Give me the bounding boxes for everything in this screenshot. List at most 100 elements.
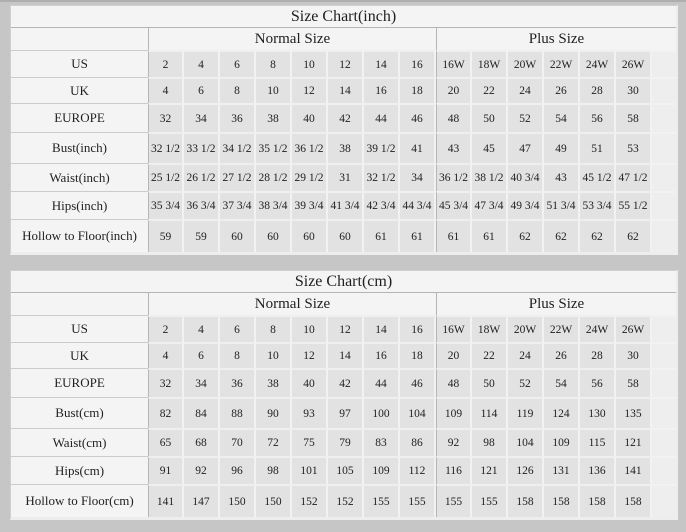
- size-cell: 45: [472, 132, 508, 163]
- size-cell: 112: [400, 456, 436, 484]
- size-cell: 84: [184, 397, 220, 428]
- size-cell: 59: [148, 219, 184, 252]
- size-cell: 44 3/4: [400, 191, 436, 219]
- size-cell: 28: [580, 342, 616, 368]
- size-cell: 18: [400, 342, 436, 368]
- table-row: US 2 4 6 8 10 12 14 16 16W 18W 20W 22W 24W 26W: [11, 50, 676, 77]
- size-cell: 47 3/4: [472, 191, 508, 219]
- size-cell: 135: [616, 397, 652, 428]
- size-cell: 22: [472, 342, 508, 368]
- size-cell: 18W: [472, 50, 508, 77]
- size-cell: 126: [508, 456, 544, 484]
- size-cell: 58: [616, 368, 652, 397]
- size-cell: 24W: [580, 315, 616, 342]
- size-cell: 119: [508, 397, 544, 428]
- size-cell: 60: [220, 219, 256, 252]
- size-cell: 59: [184, 219, 220, 252]
- filler-cell: [652, 342, 676, 368]
- size-cell: 90: [256, 397, 292, 428]
- size-cell: 116: [436, 456, 472, 484]
- size-cell: 6: [220, 315, 256, 342]
- size-cell: 33 1/2: [184, 132, 220, 163]
- size-cell: 101: [292, 456, 328, 484]
- section-header-plus-size: Plus Size: [436, 293, 676, 315]
- size-cell: 100: [364, 397, 400, 428]
- size-cell: 14: [328, 342, 364, 368]
- size-cell: 121: [616, 428, 652, 456]
- size-cell: 68: [184, 428, 220, 456]
- size-cell: 44: [364, 368, 400, 397]
- size-cell: 46: [400, 103, 436, 132]
- size-cell: 97: [328, 397, 364, 428]
- size-cell: 47 1/2: [616, 163, 652, 191]
- size-cell: 158: [508, 484, 544, 517]
- size-cell: 56: [580, 103, 616, 132]
- size-chart-inch-table: Size Chart(inch) Normal Size Plus Size US 2 4…: [10, 5, 678, 255]
- size-cell: 52: [508, 103, 544, 132]
- size-cell: 96: [220, 456, 256, 484]
- row-label: EUROPE: [11, 368, 148, 397]
- size-cell: 30: [616, 342, 652, 368]
- size-cell: 39 1/2: [364, 132, 400, 163]
- size-cell: 45 1/2: [580, 163, 616, 191]
- size-cell: 12: [328, 50, 364, 77]
- size-cell: 32: [148, 368, 184, 397]
- size-cell: 34: [400, 163, 436, 191]
- section-header-plus-size: Plus Size: [436, 28, 676, 50]
- size-cell: 72: [256, 428, 292, 456]
- size-cell: 2: [148, 50, 184, 77]
- filler-cell: [652, 77, 676, 103]
- page: Size Chart(inch) Normal Size Plus Size US 2 4…: [0, 2, 686, 520]
- size-cell: 40: [292, 103, 328, 132]
- size-cell: 38: [256, 103, 292, 132]
- size-cell: 10: [292, 50, 328, 77]
- size-cell: 52: [508, 368, 544, 397]
- size-cell: 49: [544, 132, 580, 163]
- size-cell: 30: [616, 77, 652, 103]
- filler-cell: [652, 315, 676, 342]
- size-cell: 12: [292, 77, 328, 103]
- size-cell: 150: [256, 484, 292, 517]
- size-cell: 26 1/2: [184, 163, 220, 191]
- size-cell: 62: [508, 219, 544, 252]
- size-cell: 98: [472, 428, 508, 456]
- size-cell: 79: [328, 428, 364, 456]
- size-cell: 20W: [508, 315, 544, 342]
- filler-cell: [652, 219, 676, 252]
- size-cell: 35 1/2: [256, 132, 292, 163]
- table-row: EUROPE 32 34 36 38 40 42 44 46 48 50 52 54 56 58: [11, 103, 676, 132]
- size-cell: 53 3/4: [580, 191, 616, 219]
- table-row: Hips(inch) 35 3/4 36 3/4 37 3/4 38 3/4 39 3/4…: [11, 191, 676, 219]
- size-cell: 6: [184, 342, 220, 368]
- table-row: US 2 4 6 8 10 12 14 16 16W 18W 20W 22W 24W 26W: [11, 315, 676, 342]
- row-label: Bust(inch): [11, 132, 148, 163]
- size-cell: 130: [580, 397, 616, 428]
- table-row: Hollow to Floor(cm) 141 147 150 150 152 152 155…: [11, 484, 676, 517]
- size-cell: 22W: [544, 315, 580, 342]
- size-cell: 141: [148, 484, 184, 517]
- size-cell: 10: [256, 342, 292, 368]
- table-title: Size Chart(inch): [11, 6, 676, 28]
- filler-cell: [652, 456, 676, 484]
- size-cell: 55 1/2: [616, 191, 652, 219]
- size-cell: 105: [328, 456, 364, 484]
- size-cell: 32: [148, 103, 184, 132]
- size-cell: 6: [220, 50, 256, 77]
- size-cell: 4: [148, 342, 184, 368]
- size-cell: 24: [508, 342, 544, 368]
- section-header-normal-size: Normal Size: [148, 293, 436, 315]
- size-cell: 109: [436, 397, 472, 428]
- size-cell: 22W: [544, 50, 580, 77]
- size-cell: 8: [220, 77, 256, 103]
- size-cell: 42 3/4: [364, 191, 400, 219]
- size-cell: 16: [400, 50, 436, 77]
- size-cell: 158: [580, 484, 616, 517]
- size-cell: 4: [184, 50, 220, 77]
- size-cell: 41: [400, 132, 436, 163]
- size-cell: 43: [436, 132, 472, 163]
- size-cell: 27 1/2: [220, 163, 256, 191]
- size-cell: 141: [616, 456, 652, 484]
- size-cell: 4: [148, 77, 184, 103]
- size-cell: 88: [220, 397, 256, 428]
- row-label: Hollow to Floor(inch): [11, 219, 148, 252]
